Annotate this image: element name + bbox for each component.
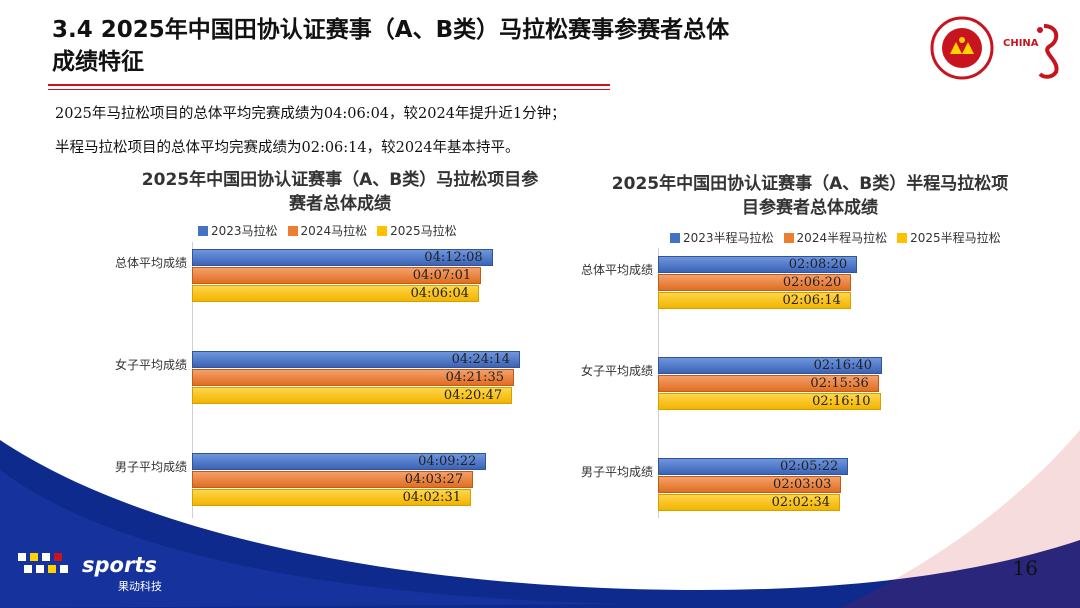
page-number: 16 bbox=[1012, 556, 1038, 580]
legend-label: 2023马拉松 bbox=[211, 224, 278, 238]
legend-item: 2024马拉松 bbox=[287, 222, 368, 239]
bar bbox=[192, 471, 474, 488]
bar bbox=[658, 494, 840, 511]
bar-value-label: 04:20:47 bbox=[443, 388, 503, 403]
bar-value-label: 02:03:03 bbox=[773, 477, 832, 492]
page-title: 3.4 2025年中国田协认证赛事（A、B类）马拉松赛事参赛者总体成绩特征 bbox=[52, 17, 730, 75]
chart1-legend: 2023马拉松 2024马拉松 2025马拉松 bbox=[198, 222, 457, 239]
category-label: 女子平均成绩 bbox=[580, 364, 653, 378]
bar bbox=[192, 249, 493, 266]
summary-line-marathon: 2025年马拉松项目的总体平均完赛成绩为04:06:04，较2024年提升近1分… bbox=[55, 106, 566, 122]
legend-label: 2023半程马拉松 bbox=[683, 231, 774, 245]
title-underline bbox=[48, 84, 610, 86]
legend-label: 2025马拉松 bbox=[390, 224, 457, 238]
summary-line-half-marathon: 半程马拉松项目的总体平均完赛成绩为02:06:14，较2024年基本持平。 bbox=[55, 140, 520, 156]
category-label: 女子平均成绩 bbox=[114, 358, 187, 372]
bar-value-label: 04:03:27 bbox=[404, 472, 464, 487]
category-label: 男子平均成绩 bbox=[114, 460, 187, 474]
chart1-title: 2025年中国田协认证赛事（A、B类）马拉松项目参赛者总体成绩 bbox=[141, 170, 539, 214]
bar bbox=[192, 351, 520, 368]
bar bbox=[658, 256, 858, 273]
bar-value-label: 04:07:01 bbox=[412, 268, 472, 283]
legend-swatch bbox=[897, 232, 908, 243]
bar bbox=[192, 489, 471, 506]
legend-swatch bbox=[783, 232, 794, 243]
china-logo-text: CHINA bbox=[1003, 38, 1039, 49]
bar bbox=[192, 267, 482, 284]
bar bbox=[658, 375, 879, 392]
bar bbox=[658, 458, 849, 475]
chinese-athletics-association-logo bbox=[930, 16, 994, 80]
bar-value-label: 04:12:08 bbox=[424, 250, 483, 265]
bar-value-label: 02:16:40 bbox=[813, 358, 872, 373]
bar-value-label: 02:16:10 bbox=[812, 394, 871, 409]
bar bbox=[192, 387, 513, 404]
category-label: 男子平均成绩 bbox=[580, 465, 653, 479]
chart2-legend: 2023半程马拉松 2024半程马拉松 2025半程马拉松 bbox=[670, 229, 1001, 246]
category-label: 总体平均成绩 bbox=[580, 263, 653, 277]
sports-logo-subtext: 果动科技 bbox=[118, 580, 162, 593]
china-marathon-logo bbox=[1037, 24, 1059, 79]
legend-swatch bbox=[198, 225, 208, 236]
bar bbox=[658, 274, 852, 291]
bar bbox=[192, 285, 479, 302]
category-label: 总体平均成绩 bbox=[114, 256, 187, 270]
bar-value-label: 04:09:22 bbox=[418, 454, 477, 469]
bar bbox=[658, 393, 881, 410]
bar-value-label: 02:02:34 bbox=[771, 495, 830, 510]
bar-value-label: 02:05:22 bbox=[779, 459, 839, 474]
bar-value-label: 04:21:35 bbox=[445, 370, 505, 385]
bar-value-label: 02:15:36 bbox=[810, 376, 869, 391]
bar bbox=[658, 292, 851, 309]
legend-item: 2023半程马拉松 bbox=[670, 229, 774, 246]
legend-swatch bbox=[287, 225, 298, 236]
bar-value-label: 04:24:14 bbox=[451, 352, 510, 367]
legend-label: 2025半程马拉松 bbox=[910, 231, 1001, 245]
bar bbox=[192, 453, 487, 470]
bar bbox=[192, 369, 515, 386]
bar bbox=[658, 357, 882, 374]
legend-item: 2023马拉松 bbox=[198, 222, 278, 239]
title-underline-thin bbox=[48, 89, 610, 90]
bar-value-label: 04:02:31 bbox=[402, 490, 461, 505]
legend-label: 2024马拉松 bbox=[300, 224, 368, 238]
legend-label: 2024半程马拉松 bbox=[796, 231, 888, 245]
legend-swatch bbox=[670, 232, 680, 243]
chart2-title: 2025年中国田协认证赛事（A、B类）半程马拉松项目参赛者总体成绩 bbox=[611, 174, 1009, 218]
bar-value-label: 02:08:20 bbox=[788, 257, 848, 272]
legend-swatch bbox=[377, 225, 388, 236]
bar-value-label: 02:06:20 bbox=[782, 275, 842, 290]
legend-item: 2025马拉松 bbox=[377, 222, 457, 239]
sports-logo-mark bbox=[18, 553, 68, 573]
bar-value-label: 02:06:14 bbox=[782, 293, 841, 308]
bar-value-label: 04:06:04 bbox=[410, 286, 469, 301]
legend-item: 2024半程马拉松 bbox=[783, 229, 888, 246]
bar bbox=[658, 476, 842, 493]
legend-item: 2025半程马拉松 bbox=[897, 229, 1001, 246]
sports-logo-text: sports bbox=[82, 553, 157, 577]
